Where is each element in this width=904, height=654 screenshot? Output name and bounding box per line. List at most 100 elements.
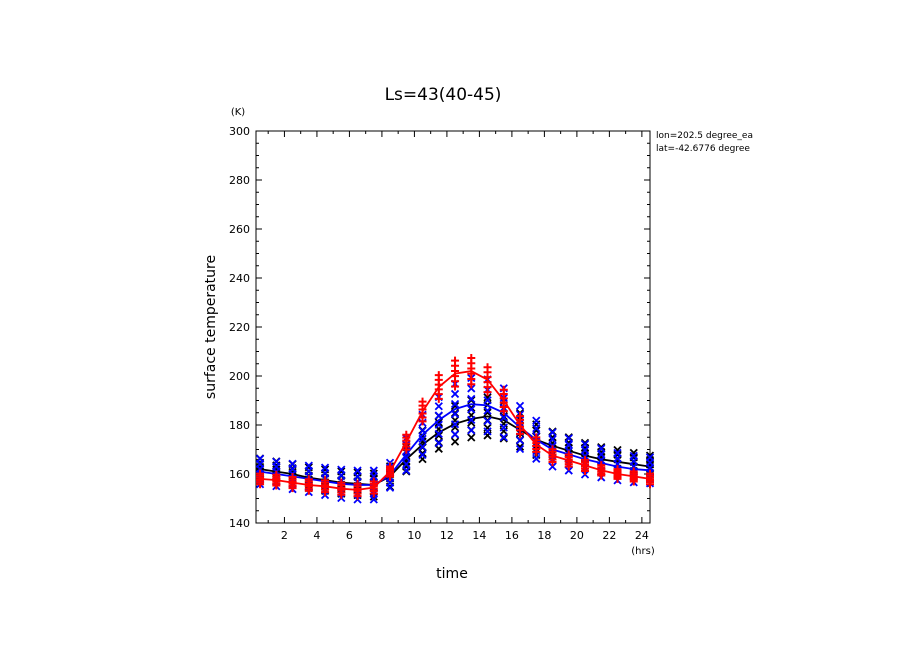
series-marker <box>483 427 492 436</box>
series-marker <box>613 465 622 474</box>
x-tick-label: 20 <box>570 529 584 542</box>
series-marker <box>402 430 411 439</box>
series-marker <box>467 396 476 405</box>
y-unit-label: (K) <box>231 107 245 118</box>
series-marker <box>532 454 541 463</box>
x-tick-label: 18 <box>537 529 551 542</box>
series-marker <box>532 424 541 433</box>
series-marker <box>450 389 460 399</box>
series-marker <box>467 384 476 393</box>
series-marker <box>499 433 508 442</box>
series-marker <box>483 406 492 415</box>
series-marker <box>321 476 330 485</box>
y-tick-label: 240 <box>229 272 250 285</box>
series-marker <box>304 475 313 484</box>
series-marker <box>402 459 411 469</box>
series-marker <box>467 394 476 404</box>
series-marker <box>450 420 460 429</box>
series-marker <box>434 418 443 427</box>
series-marker <box>434 429 443 439</box>
series-marker <box>564 450 573 459</box>
series-marker <box>353 479 362 488</box>
series-marker <box>532 433 541 442</box>
series-marker <box>450 409 460 419</box>
series-marker <box>597 444 606 453</box>
series-marker <box>629 467 638 476</box>
x-tick-label: 4 <box>313 529 320 542</box>
series-marker <box>418 450 427 460</box>
series-marker <box>629 448 638 457</box>
series-marker <box>320 463 330 472</box>
series-marker <box>564 434 573 443</box>
y-tick-label: 280 <box>229 174 250 187</box>
series-marker <box>369 477 378 486</box>
y-tick-label: 220 <box>229 321 250 334</box>
series-line <box>259 403 651 486</box>
series-marker <box>467 426 476 435</box>
series-marker <box>467 353 476 362</box>
series-marker <box>450 430 460 439</box>
series-marker <box>483 408 492 417</box>
series-marker <box>499 423 508 432</box>
series-marker <box>581 455 590 464</box>
series-marker <box>402 453 411 462</box>
series-marker <box>515 442 525 451</box>
series-marker <box>450 399 460 409</box>
chart-title: Ls=43(40-45) <box>385 85 502 105</box>
x-tick-label: 24 <box>635 529 649 542</box>
x-unit-label: (hrs) <box>631 546 655 557</box>
x-tick-label: 14 <box>472 529 486 542</box>
series-marker <box>564 440 573 449</box>
y-tick-label: 260 <box>229 223 250 236</box>
series-marker <box>272 470 281 479</box>
x-axis-label: time <box>436 566 468 582</box>
series-marker <box>402 466 411 475</box>
series-marker <box>645 451 655 460</box>
y-tick-label: 160 <box>229 468 250 481</box>
y-tick-label: 300 <box>229 125 250 138</box>
series-marker <box>613 448 622 458</box>
series-marker <box>369 469 378 478</box>
series-marker <box>467 415 476 425</box>
series-marker <box>613 445 622 455</box>
series-marker <box>516 412 525 421</box>
series-marker <box>515 401 525 411</box>
series-marker <box>515 436 525 445</box>
series-marker <box>532 416 541 425</box>
series-marker <box>483 396 492 405</box>
series-marker <box>272 457 281 466</box>
series-marker <box>548 428 557 437</box>
x-tick-label: 8 <box>378 529 385 542</box>
annotation-lat: lat=-42.6776 degree <box>656 144 750 154</box>
series-marker <box>580 446 590 455</box>
series-marker <box>564 466 573 475</box>
annotation-lon: lon=202.5 degree_ea <box>656 131 753 141</box>
series-marker <box>580 439 590 449</box>
series-marker <box>255 454 265 463</box>
series-marker <box>353 466 362 475</box>
x-tick-label: 22 <box>602 529 616 542</box>
series-marker <box>337 465 346 474</box>
series-marker <box>548 435 557 444</box>
series-marker <box>434 402 443 411</box>
x-tick-label: 12 <box>440 529 454 542</box>
series-marker <box>337 478 346 487</box>
series-marker <box>483 363 492 372</box>
series-marker <box>646 469 654 478</box>
series-marker <box>467 433 476 442</box>
x-tick-label: 10 <box>407 529 421 542</box>
series-marker <box>499 434 508 443</box>
series-marker <box>304 461 313 470</box>
series-marker <box>450 437 460 446</box>
series-marker <box>483 416 492 426</box>
series-marker <box>451 356 460 365</box>
x-tick-label: 16 <box>505 529 519 542</box>
series-marker <box>418 397 427 406</box>
series-marker <box>256 469 265 478</box>
series-marker <box>369 466 378 475</box>
plot-frame <box>255 130 651 524</box>
series-line <box>260 370 651 491</box>
series-marker <box>434 438 443 448</box>
y-tick-label: 180 <box>229 419 250 432</box>
